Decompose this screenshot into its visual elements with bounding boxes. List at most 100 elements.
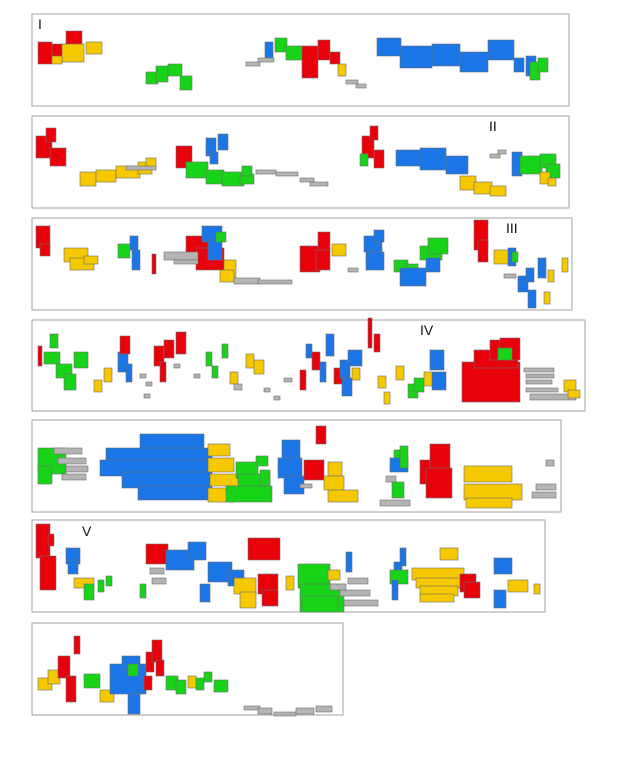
block [167, 63, 183, 77]
block [493, 557, 513, 575]
block [327, 569, 341, 581]
block [391, 481, 405, 499]
block [229, 371, 239, 385]
block [373, 333, 381, 353]
block [461, 361, 521, 403]
block [225, 485, 273, 503]
block [377, 375, 387, 389]
block [301, 45, 319, 79]
block [37, 345, 43, 367]
block [261, 589, 279, 607]
block [325, 333, 335, 357]
block [85, 41, 103, 55]
block [247, 537, 281, 561]
block [151, 577, 167, 585]
block [299, 483, 313, 489]
block [103, 367, 113, 383]
block [341, 377, 353, 397]
block [419, 147, 447, 171]
block [73, 635, 81, 655]
block [493, 589, 507, 609]
block [213, 679, 229, 693]
block [239, 591, 257, 609]
block [311, 351, 321, 371]
block [219, 269, 235, 283]
block [319, 361, 327, 383]
block [37, 465, 53, 485]
block [315, 705, 333, 713]
block [273, 711, 297, 717]
block [49, 147, 67, 167]
panel-frame [31, 519, 546, 613]
block [285, 45, 303, 61]
block [39, 555, 57, 591]
panel-label: IV [420, 322, 434, 338]
block [345, 79, 359, 85]
block [209, 473, 241, 487]
block [175, 679, 187, 695]
block [395, 365, 405, 381]
block [413, 377, 425, 393]
block [343, 599, 379, 607]
block [129, 235, 139, 251]
block [537, 257, 547, 279]
block [187, 541, 207, 561]
block [245, 61, 261, 67]
block [567, 389, 581, 399]
block [45, 127, 57, 143]
block [105, 575, 113, 587]
block [117, 243, 131, 259]
block [533, 583, 541, 595]
block [53, 447, 83, 455]
block [493, 249, 511, 265]
block [459, 51, 489, 73]
block [95, 169, 117, 183]
panel-frame [31, 622, 344, 716]
block [497, 347, 513, 361]
block [221, 343, 229, 359]
block [207, 443, 231, 457]
block [149, 567, 165, 575]
block [257, 57, 275, 63]
block [217, 133, 229, 151]
block [205, 351, 213, 367]
block [547, 177, 557, 187]
block [445, 155, 469, 175]
block [125, 165, 157, 171]
block [61, 43, 85, 63]
panel-label: I [38, 16, 42, 32]
block [473, 181, 493, 195]
block [127, 663, 139, 677]
block [43, 351, 61, 365]
block [339, 589, 371, 597]
block [383, 391, 391, 405]
block [233, 277, 261, 285]
block [179, 75, 193, 91]
block [143, 675, 153, 691]
block [369, 125, 379, 141]
block [257, 707, 273, 715]
block [315, 249, 331, 271]
block [373, 229, 385, 243]
block-marks [35, 30, 581, 717]
block [47, 533, 55, 547]
block [139, 433, 205, 451]
block [215, 231, 227, 243]
block [137, 485, 209, 501]
block [379, 499, 411, 507]
block [439, 547, 459, 561]
block [391, 579, 399, 601]
block [185, 161, 209, 179]
block [151, 639, 163, 663]
block [385, 475, 397, 483]
block [187, 675, 197, 689]
block [507, 579, 529, 593]
block [376, 37, 402, 57]
block [163, 339, 175, 359]
block [527, 289, 537, 309]
block [155, 659, 165, 677]
block [193, 373, 201, 379]
block [497, 149, 507, 155]
block [463, 581, 481, 599]
